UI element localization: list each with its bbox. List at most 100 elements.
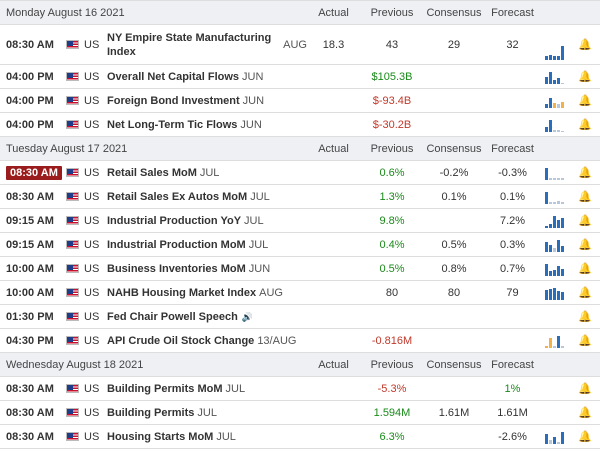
event-row[interactable]: 08:30 AM US Retail Sales MoM JUL 0.6% -0.2% -0… <box>0 161 600 185</box>
bell-alert-icon[interactable]: 🔔 <box>578 215 592 227</box>
event-actual <box>306 65 361 88</box>
history-mini-chart[interactable] <box>545 185 569 208</box>
event-row[interactable]: 08:30 AM US Retail Sales Ex Autos MoM JUL 1.… <box>0 185 600 209</box>
event-time: 08:30 AM <box>6 401 64 424</box>
event-actual <box>306 257 361 280</box>
event-period: JUL <box>248 238 269 251</box>
bell-alert-icon[interactable]: 🔔 <box>578 287 592 299</box>
history-mini-chart[interactable] <box>545 257 569 280</box>
event-consensus <box>424 89 484 112</box>
us-flag-icon <box>66 401 80 424</box>
history-mini-chart[interactable] <box>545 89 569 112</box>
event-consensus <box>424 113 484 136</box>
history-mini-chart[interactable] <box>545 281 569 304</box>
event-name[interactable]: API Crude Oil Stock Change <box>107 334 255 347</box>
event-time-text: 10:00 AM <box>6 286 54 299</box>
bell-alert-icon[interactable]: 🔔 <box>578 71 592 83</box>
history-mini-chart[interactable] <box>545 401 569 424</box>
event-row[interactable]: 04:00 PM US Overall Net Capital Flows JUN $1… <box>0 65 600 89</box>
event-name[interactable]: Housing Starts MoM <box>107 430 214 443</box>
event-name-link[interactable]: NAHB Housing Market Index AUG <box>107 281 307 304</box>
bell-alert-icon[interactable]: 🔔 <box>578 407 592 419</box>
event-name-link[interactable]: Industrial Production MoM JUL <box>107 233 307 256</box>
us-flag-icon <box>66 377 80 400</box>
event-name[interactable]: Retail Sales Ex Autos MoM <box>107 190 248 203</box>
bell-alert-icon[interactable]: 🔔 <box>578 383 592 395</box>
history-mini-chart[interactable] <box>545 233 569 256</box>
bell-alert-icon[interactable]: 🔔 <box>578 191 592 203</box>
history-mini-chart[interactable] <box>545 25 569 64</box>
event-row[interactable]: 08:30 AM US Building Permits JUL 1.594M 1.61M… <box>0 401 600 425</box>
event-forecast: 32 <box>506 38 519 51</box>
event-forecast <box>485 65 540 88</box>
event-name[interactable]: NAHB Housing Market Index <box>107 286 257 299</box>
event-name-link[interactable]: Retail Sales MoM JUL <box>107 161 307 184</box>
event-previous: 80 <box>385 286 399 299</box>
history-mini-chart[interactable] <box>545 113 569 136</box>
event-name[interactable]: Fed Chair Powell Speech <box>107 310 238 323</box>
bell-alert-icon[interactable]: 🔔 <box>578 167 592 179</box>
event-name[interactable]: Retail Sales MoM <box>107 166 197 179</box>
bell-alert-icon[interactable]: 🔔 <box>578 39 592 51</box>
event-row[interactable]: 04:00 PM US Net Long-Term Tic Flows JUN $-30… <box>0 113 600 137</box>
event-row[interactable]: 08:30 AM US Housing Starts MoM JUL 6.3% -2.6%… <box>0 425 600 449</box>
day-label: Wednesday August 18 2021 <box>6 358 144 371</box>
bell-alert-icon[interactable]: 🔔 <box>578 239 592 251</box>
history-mini-chart[interactable] <box>545 65 569 88</box>
history-bar <box>553 346 556 348</box>
history-bar <box>557 442 560 444</box>
event-name-link[interactable]: Industrial Production YoY JUL <box>107 209 307 232</box>
event-period: JUN <box>242 94 265 107</box>
event-name-link[interactable]: Housing Starts MoM JUL <box>107 425 307 448</box>
history-mini-chart[interactable] <box>545 329 569 352</box>
event-forecast: -2.6% <box>498 430 527 443</box>
bell-alert-icon[interactable]: 🔔 <box>578 95 592 107</box>
event-name-link[interactable]: Retail Sales Ex Autos MoM JUL <box>107 185 307 208</box>
event-name[interactable]: Industrial Production MoM <box>107 238 246 251</box>
history-mini-chart[interactable] <box>545 161 569 184</box>
event-row[interactable]: 01:30 PM US Fed Chair Powell Speech 🔊 🔔 <box>0 305 600 329</box>
event-name[interactable]: Overall Net Capital Flows <box>107 70 240 83</box>
event-name-link[interactable]: Building Permits MoM JUL <box>107 377 307 400</box>
event-row[interactable]: 08:30 AM US Building Permits MoM JUL -5.3% 1%… <box>0 377 600 401</box>
event-row[interactable]: 09:15 AM US Industrial Production YoY JUL 9.… <box>0 209 600 233</box>
event-row[interactable]: 09:15 AM US Industrial Production MoM JUL 0.… <box>0 233 600 257</box>
country-code: US <box>84 382 100 395</box>
event-name-link[interactable]: API Crude Oil Stock Change 13/AUG <box>107 329 307 352</box>
history-bar <box>561 178 564 180</box>
event-period: JUL <box>199 166 220 179</box>
bell-alert-icon[interactable]: 🔔 <box>578 431 592 443</box>
event-name-link[interactable]: Fed Chair Powell Speech 🔊 <box>107 305 307 328</box>
event-name[interactable]: Net Long-Term Tic Flows <box>107 118 238 131</box>
event-name[interactable]: Foreign Bond Investment <box>107 94 240 107</box>
event-name-link[interactable]: Foreign Bond Investment JUN <box>107 89 307 112</box>
event-name-link[interactable]: Net Long-Term Tic Flows JUN <box>107 113 307 136</box>
bell-alert-icon[interactable]: 🔔 <box>578 335 592 347</box>
event-name[interactable]: Industrial Production YoY <box>107 214 242 227</box>
event-row[interactable]: 10:00 AM US NAHB Housing Market Index AUG 80… <box>0 281 600 305</box>
us-flag-shape <box>66 432 79 441</box>
event-name-link[interactable]: NY Empire State Manufacturing Index AUG <box>107 25 307 64</box>
event-forecast: 1.61M <box>497 406 528 419</box>
event-row[interactable]: 10:00 AM US Business Inventories MoM JUN 0.5… <box>0 257 600 281</box>
bell-alert-icon[interactable]: 🔔 <box>578 119 592 131</box>
event-name-link[interactable]: Building Permits JUL <box>107 401 307 424</box>
event-consensus <box>424 65 484 88</box>
event-name-link[interactable]: Overall Net Capital Flows JUN <box>107 65 307 88</box>
history-mini-chart[interactable] <box>545 305 569 328</box>
event-name[interactable]: Building Permits <box>107 406 195 419</box>
event-row[interactable]: 04:30 PM US API Crude Oil Stock Change 13/A… <box>0 329 600 353</box>
event-name[interactable]: NY Empire State Manufacturing Index <box>107 31 272 58</box>
event-row[interactable]: 04:00 PM US Foreign Bond Investment JUN $-93… <box>0 89 600 113</box>
history-bar <box>545 127 548 132</box>
history-mini-chart[interactable] <box>545 209 569 232</box>
event-name-link[interactable]: Business Inventories MoM JUN <box>107 257 307 280</box>
history-mini-chart[interactable] <box>545 425 569 448</box>
history-bar <box>545 242 548 252</box>
event-name[interactable]: Building Permits MoM <box>107 382 223 395</box>
event-row[interactable]: 08:30 AM US NY Empire State Manufacturing … <box>0 25 600 65</box>
history-mini-chart[interactable] <box>545 377 569 400</box>
bell-alert-icon[interactable]: 🔔 <box>578 311 592 323</box>
event-name[interactable]: Business Inventories MoM <box>107 262 246 275</box>
bell-alert-icon[interactable]: 🔔 <box>578 263 592 275</box>
